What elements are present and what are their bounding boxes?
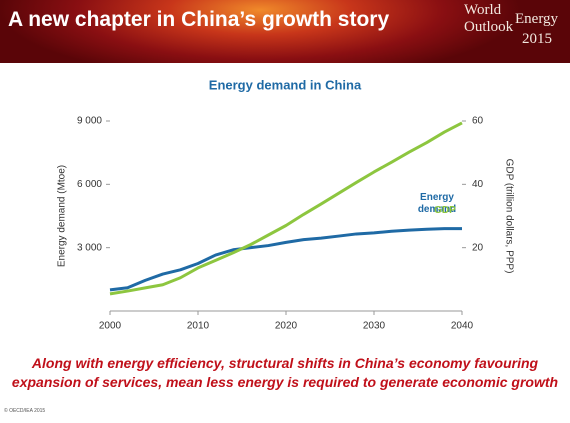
logo-text: Outlook <box>464 19 514 35</box>
y-tick-label: 3 000 <box>77 242 102 253</box>
x-tick-label: 2040 <box>451 321 474 332</box>
x-tick-label: 2020 <box>275 321 298 332</box>
x-tick-label: 2000 <box>99 321 122 332</box>
footer: © OECD/IEA 2015 <box>4 408 46 414</box>
y2-tick-label: 60 <box>472 116 484 127</box>
series-label: GDP <box>434 205 456 216</box>
x-tick-label: 2010 <box>187 321 210 332</box>
chart-title: Energy demand in China <box>209 77 362 92</box>
slide-title: A new chapter in China’s growth story <box>8 8 390 31</box>
y2-axis-label: GDP (trillion dollars, PPP) <box>503 159 514 274</box>
header: A new chapter in China’s growth story Wo… <box>0 0 570 63</box>
caption: Along with energy efficiency, structural… <box>11 355 559 390</box>
logo-text: Energy <box>515 11 559 27</box>
series-label: Energy demand <box>417 192 457 215</box>
x-tick-label: 2030 <box>363 321 386 332</box>
y-axis-label: Energy demand (Mtoe) <box>57 165 68 267</box>
series-line <box>109 227 462 292</box>
logo-text: World <box>464 2 502 18</box>
y-tick-label: 6 000 <box>77 179 102 190</box>
chart: Energy demand in China Energy demand (Mt… <box>57 77 515 332</box>
logo-text: 2015 <box>522 31 552 47</box>
y-tick-label: 9 000 <box>77 116 102 127</box>
y2-tick-label: 40 <box>472 179 484 190</box>
series-line <box>109 121 463 296</box>
y2-tick-label: 20 <box>472 242 484 253</box>
